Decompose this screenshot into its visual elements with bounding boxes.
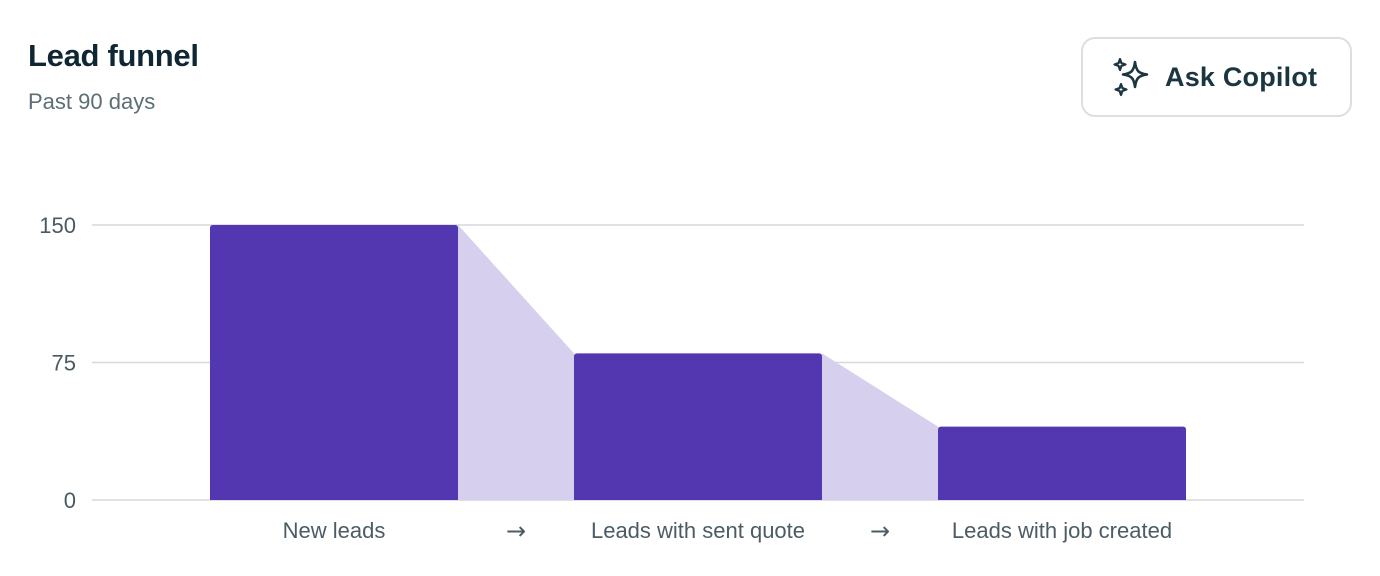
y-axis-ticks: 0 75 150 — [39, 213, 76, 513]
x-category-label: Leads with sent quote — [591, 518, 805, 543]
funnel-bars — [210, 225, 1186, 500]
page-title: Lead funnel — [28, 38, 199, 73]
funnel-connector — [458, 225, 574, 500]
x-category-label: Leads with job created — [952, 518, 1172, 543]
funnel-connectors — [458, 225, 938, 500]
funnel-bar[interactable] — [938, 426, 1186, 500]
x-category-label: New leads — [283, 518, 386, 543]
page-subtitle: Past 90 days — [28, 89, 156, 114]
funnel-bar[interactable] — [210, 225, 458, 500]
ask-copilot-label: Ask Copilot — [1165, 61, 1318, 92]
y-tick-label: 0 — [64, 488, 76, 513]
ask-copilot-button[interactable]: Ask Copilot — [1081, 37, 1352, 117]
y-tick-label: 75 — [52, 351, 76, 376]
funnel-connector — [822, 353, 938, 500]
funnel-bar[interactable] — [574, 353, 822, 500]
arrow-right-icon: → — [870, 517, 890, 545]
x-axis-labels: New leads → Leads with sent quote → Leads wi… — [283, 517, 1172, 545]
arrow-right-icon: → — [506, 517, 526, 545]
sparkles-icon — [1113, 57, 1149, 97]
y-tick-label: 150 — [39, 213, 76, 238]
